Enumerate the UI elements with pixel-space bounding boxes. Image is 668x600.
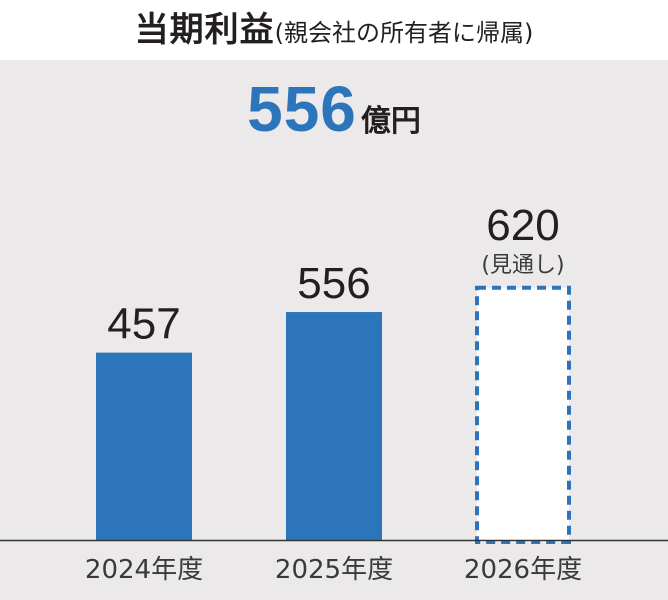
bar-forecast-2	[475, 285, 571, 544]
bar-value-label: 556	[297, 259, 370, 308]
x-tick-label: 2025年度	[275, 555, 393, 585]
headline: 556 億円	[0, 72, 668, 146]
bar-value-label: 457	[107, 300, 180, 349]
chart-subtitle: (親会社の所有者に帰属)	[274, 19, 534, 47]
title-bar: 当期利益(親会社の所有者に帰属)	[0, 0, 668, 60]
bar-0	[96, 352, 192, 540]
x-tick-label: 2026年度	[464, 555, 582, 585]
bar-value-label: 620	[486, 201, 559, 250]
bar-1	[286, 312, 382, 540]
headline-unit: 億円	[360, 104, 421, 139]
chart-title: 当期利益	[134, 10, 275, 50]
headline-value: 556	[247, 73, 357, 145]
x-tick-label: 2024年度	[85, 555, 203, 585]
forecast-note: (見通し)	[481, 253, 564, 278]
